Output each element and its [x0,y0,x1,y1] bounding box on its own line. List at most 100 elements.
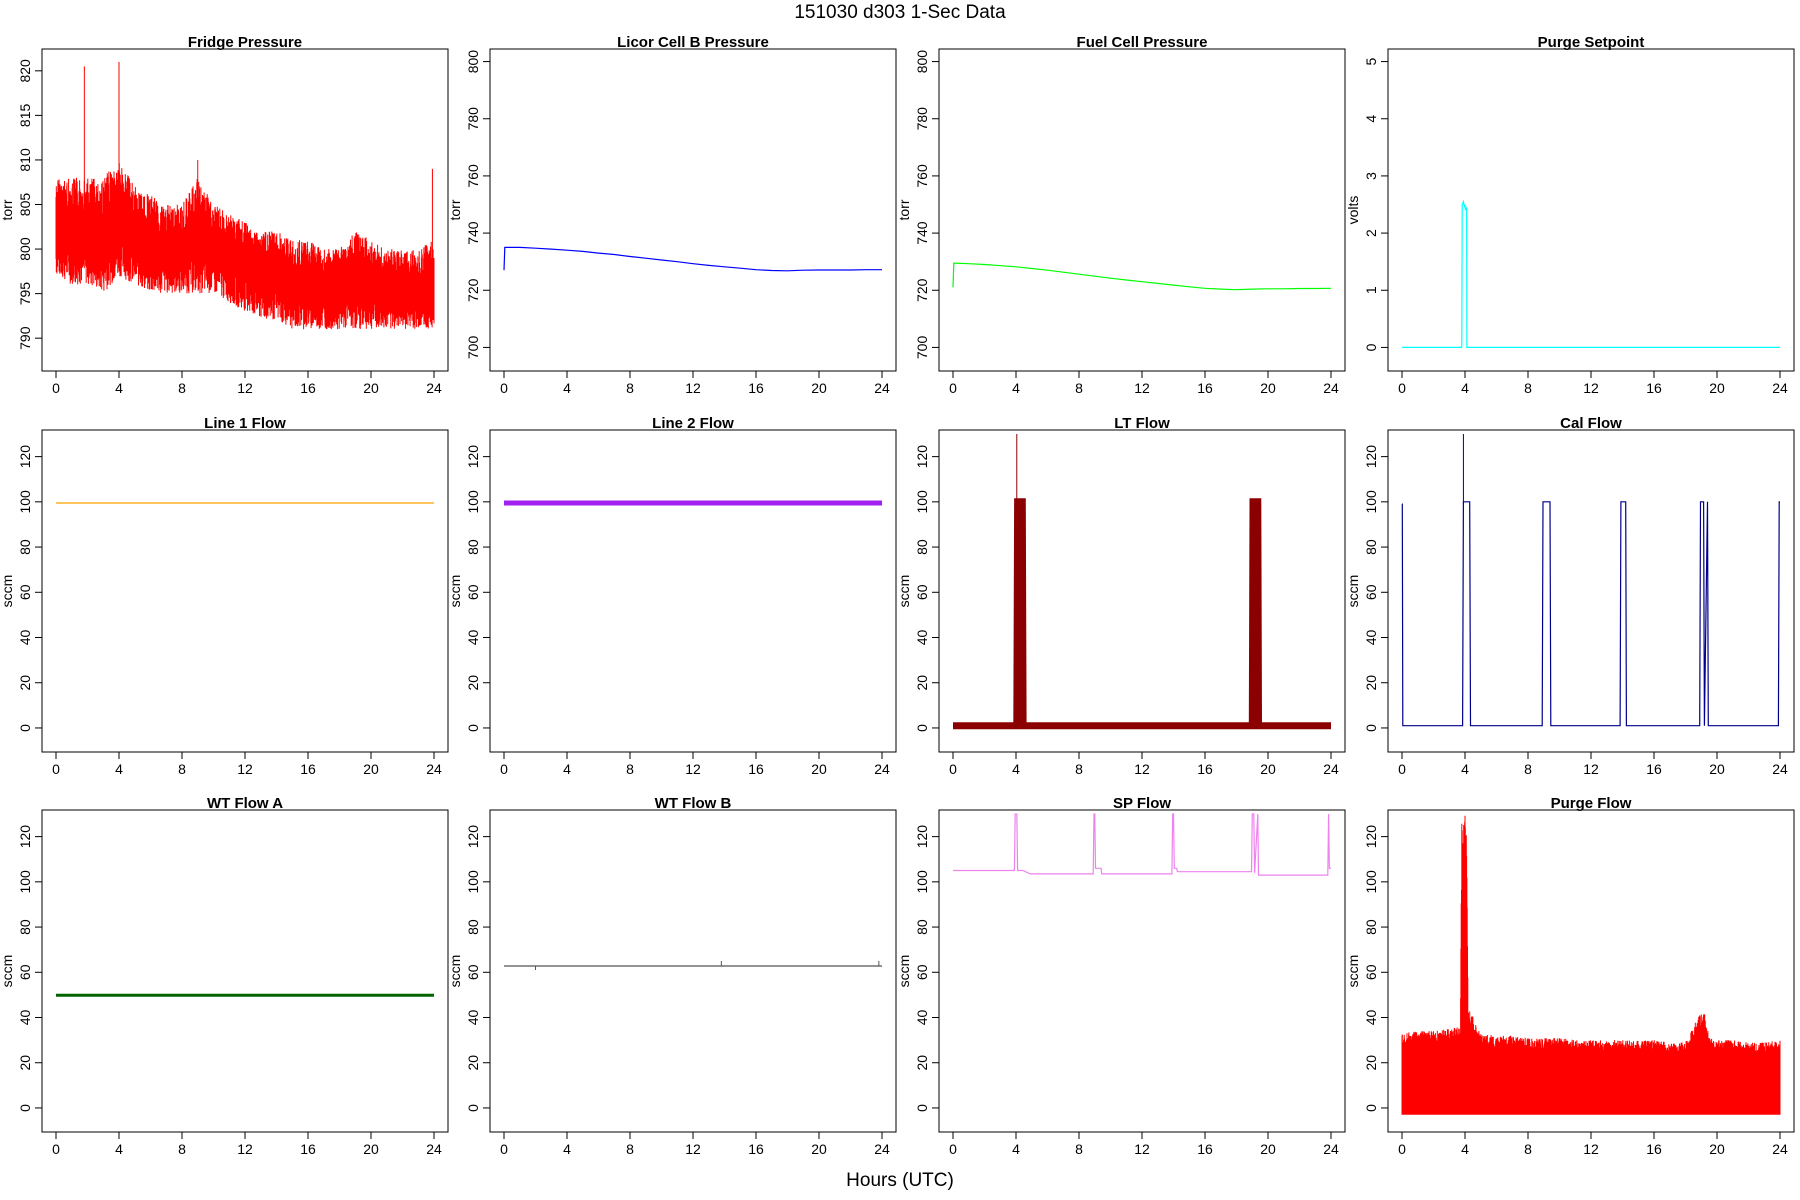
x-tick-label: 16 [300,380,316,396]
y-tick-label: 815 [17,103,33,127]
panel-licor: Licor Cell B Pressure 0 4 8 12 16 20 24 700 720 74… [447,34,897,396]
x-tick-label: 16 [1646,761,1662,777]
series-line [503,246,882,272]
y-tick-label: 120 [1363,825,1379,849]
panel-title: Licor Cell B Pressure [617,34,769,51]
x-tick-label: 12 [1583,761,1599,777]
x-tick-label: 20 [811,761,827,777]
y-tick-label: 0 [914,724,930,732]
x-tick-label: 24 [874,380,890,396]
panel-spflow: SP Flow 0 4 8 12 16 20 24 0 20 40 60 80 100 120 sccm [896,795,1346,1157]
x-tick-label: 4 [1012,761,1020,777]
y-tick-label: 810 [17,148,33,172]
x-tick-label: 8 [1075,1141,1083,1157]
y-tick-label: 40 [1363,1010,1379,1026]
y-tick-label: 40 [1363,630,1379,646]
y-tick-label: 60 [17,584,33,600]
y-tick-label: 120 [914,445,930,469]
x-tick-label: 12 [1134,380,1150,396]
data-layer [1401,434,1780,727]
x-tick-label: 16 [1646,380,1662,396]
panel-title: SP Flow [1113,795,1171,812]
x-tick-label: 0 [949,761,957,777]
panel-wtflowb: WT Flow B 0 4 8 12 16 20 24 0 20 40 60 80 100 120 sccm [447,795,897,1157]
y-axis-label: sccm [1345,575,1361,608]
x-tick-label: 4 [1461,380,1469,396]
y-tick-label: 80 [1363,539,1379,555]
panel-title: Fuel Cell Pressure [1077,34,1208,51]
y-tick-label: 0 [17,1104,33,1112]
x-tick-label: 0 [1398,1141,1406,1157]
y-tick-label: 60 [465,964,481,980]
panel-calflow: Cal Flow 0 4 8 12 16 20 24 0 20 40 60 80 100 120 sccm [1345,415,1795,777]
panel-title: Line 1 Flow [204,415,286,432]
y-tick-label: 800 [17,237,33,261]
x-tick-label: 8 [1524,380,1532,396]
y-tick-label: 60 [914,964,930,980]
x-tick-label: 8 [1524,1141,1532,1157]
panel-title: Cal Flow [1560,415,1622,432]
y-tick-label: 0 [1363,724,1379,732]
x-tick-label: 16 [748,1141,764,1157]
x-tick-label: 20 [363,1141,379,1157]
x-tick-label: 20 [811,380,827,396]
x-tick-label: 8 [626,380,634,396]
x-tick-label: 12 [685,1141,701,1157]
y-tick-label: 120 [17,445,33,469]
y-tick-label: 0 [1363,1104,1379,1112]
y-tick-label: 60 [465,584,481,600]
y-tick-label: 100 [914,870,930,894]
x-tick-label: 0 [1398,380,1406,396]
panel-title: WT Flow A [207,795,283,812]
x-tick-label: 0 [949,380,957,396]
x-tick-label: 24 [426,761,442,777]
x-tick-label: 4 [1461,1141,1469,1157]
y-tick-label: 40 [465,1010,481,1026]
x-tick-label: 0 [500,380,508,396]
x-tick-label: 4 [563,380,571,396]
plot-frame [1387,48,1795,372]
x-tick-label: 0 [1398,761,1406,777]
y-tick-label: 1 [1363,286,1379,294]
x-tick-label: 16 [1197,380,1213,396]
y-tick-label: 100 [1363,490,1379,514]
x-tick-label: 16 [1197,1141,1213,1157]
data-layer [952,262,1332,291]
y-tick-label: 2 [1363,229,1379,237]
y-tick-label: 120 [1363,445,1379,469]
panel-title: Purge Setpoint [1538,34,1645,51]
x-tick-label: 24 [1323,380,1339,396]
x-tick-label: 20 [363,761,379,777]
data-layer [55,61,435,330]
x-tick-label: 16 [1646,1141,1662,1157]
series-band [55,163,435,330]
x-tick-label: 12 [237,1141,253,1157]
x-tick-label: 20 [363,380,379,396]
x-tick-label: 0 [52,380,60,396]
y-axis-label: sccm [0,955,15,988]
y-tick-label: 100 [1363,870,1379,894]
x-tick-label: 16 [748,761,764,777]
x-tick-label: 4 [115,761,123,777]
x-tick-label: 4 [115,380,123,396]
y-tick-label: 60 [1363,964,1379,980]
panel-title: Purge Flow [1551,795,1632,812]
panel-purgeflow: Purge Flow 0 4 8 12 16 20 24 0 20 40 60 80 100 120 sccm [1345,795,1795,1157]
x-tick-label: 8 [178,380,186,396]
y-tick-label: 80 [17,919,33,935]
figure-title: 151030 d303 1-Sec Data [794,2,1006,23]
x-tick-label: 24 [1772,761,1788,777]
series-line [952,262,1332,291]
y-tick-label: 20 [1363,675,1379,691]
data-layer [504,960,882,971]
y-tick-label: 40 [17,1010,33,1026]
y-tick-label: 80 [17,539,33,555]
plot-frame [938,809,1346,1133]
y-tick-label: 4 [1363,115,1379,123]
panel-line1: Line 1 Flow 0 4 8 12 16 20 24 0 20 40 60 80 100 120 scc… [0,415,449,777]
y-tick-label: 100 [465,490,481,514]
data-layer [953,434,1331,730]
y-tick-label: 120 [17,825,33,849]
plot-frame [938,48,1346,372]
